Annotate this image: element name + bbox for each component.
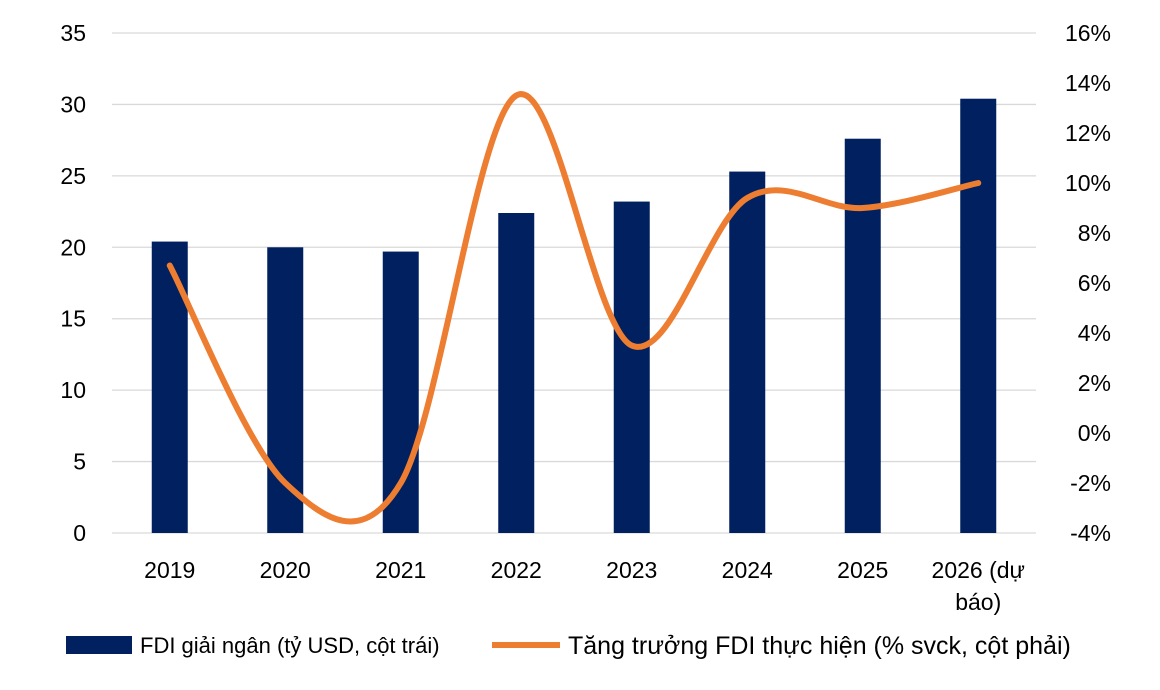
left-axis-tick-label: 5 <box>73 449 86 475</box>
gridlines <box>112 32 1036 534</box>
bar-series <box>151 98 997 534</box>
x-axis-tick-label: 2023 <box>606 557 657 583</box>
bar <box>382 251 419 534</box>
x-axis-tick-label: 2021 <box>375 557 426 583</box>
left-axis-tick-label: 10 <box>60 377 86 403</box>
right-axis-tick-label: 8% <box>1078 220 1111 246</box>
left-axis-tick-label: 20 <box>60 234 86 260</box>
right-axis-tick-label: 14% <box>1065 70 1111 96</box>
legend: FDI giải ngân (tỷ USD, cột trái) Tăng tr… <box>66 632 1071 660</box>
bar <box>498 213 535 533</box>
right-axis-tick-label: 0% <box>1078 420 1111 446</box>
left-axis-tick-label: 25 <box>60 163 86 189</box>
growth-line <box>166 91 982 525</box>
legend-label-bar: FDI giải ngân (tỷ USD, cột trái) <box>140 633 440 658</box>
x-axis-tick-label: báo) <box>955 589 1001 615</box>
right-axis-tick-label: 12% <box>1065 120 1111 146</box>
right-axis-tick-label: 10% <box>1065 170 1111 196</box>
line-series <box>166 91 982 525</box>
left-axis-tick-label: 30 <box>60 91 86 117</box>
bar <box>844 138 881 533</box>
left-axis-tick-label: 35 <box>60 20 86 46</box>
x-axis-tick-label: 2024 <box>722 557 773 583</box>
left-axis-tick-labels: 0 5 10 15 20 25 30 35 <box>60 20 86 546</box>
right-axis-tick-labels: -4% -2% 0% 2% 4% 6% 8% 10% 12% 14% 16% <box>1065 20 1111 546</box>
x-axis-tick-labels: 2019 2020 2021 2022 2023 2024 2025 2026 (dự báo) <box>144 557 1025 615</box>
right-axis-tick-label: 4% <box>1078 320 1111 346</box>
right-axis-tick-label: -2% <box>1070 470 1111 496</box>
right-axis-tick-label: -4% <box>1070 520 1111 546</box>
x-axis-tick-label: 2020 <box>260 557 311 583</box>
bar <box>613 201 650 534</box>
right-axis-tick-label: 6% <box>1078 270 1111 296</box>
legend-label-line: Tăng trưởng FDI thực hiện (% svck, cột p… <box>568 632 1071 660</box>
legend-swatch-bar <box>66 636 132 654</box>
right-axis-tick-label: 16% <box>1065 20 1111 46</box>
bar <box>729 171 766 534</box>
left-axis-tick-label: 15 <box>60 306 86 332</box>
left-axis-tick-label: 0 <box>73 520 86 546</box>
x-axis-tick-label: 2026 (dự <box>932 557 1025 583</box>
bar <box>267 247 304 534</box>
bar <box>960 98 997 533</box>
x-axis-tick-label: 2022 <box>491 557 542 583</box>
x-axis-tick-label: 2025 <box>837 557 888 583</box>
right-axis-tick-label: 2% <box>1078 370 1111 396</box>
x-axis-tick-label: 2019 <box>144 557 195 583</box>
